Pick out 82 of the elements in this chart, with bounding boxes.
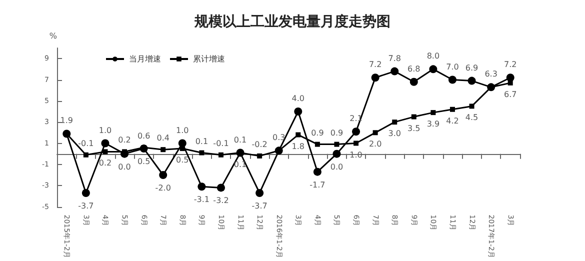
legend-label: 当月增速 xyxy=(129,54,161,64)
data-label: -3.2 xyxy=(213,196,229,206)
point xyxy=(257,153,262,158)
data-label: 6.7 xyxy=(504,90,517,99)
point xyxy=(390,67,399,76)
data-label: 1.0 xyxy=(98,126,112,135)
point xyxy=(508,80,513,86)
point xyxy=(256,188,264,197)
data-label: 0.4 xyxy=(156,134,170,143)
data-label: 0.9 xyxy=(330,128,344,138)
point xyxy=(101,139,110,148)
point xyxy=(314,142,320,147)
point xyxy=(469,104,474,109)
data-label: 7.2 xyxy=(368,60,382,70)
data-label: 7.8 xyxy=(388,54,401,63)
data-label: 0.2 xyxy=(98,158,112,168)
data-label: -1.7 xyxy=(310,180,326,190)
data-label: 0.5 xyxy=(137,157,150,166)
data-label: -3.7 xyxy=(78,201,94,210)
point xyxy=(160,147,166,152)
point xyxy=(313,168,322,176)
legend-label: 累计增速 xyxy=(193,54,225,64)
point xyxy=(332,150,341,158)
data-label: 0.0 xyxy=(118,162,131,172)
point xyxy=(372,130,378,136)
point xyxy=(82,188,90,197)
chart-title: 规模以上工业发电量月度走势图 xyxy=(194,13,390,30)
point xyxy=(371,74,380,82)
data-label: 0.1 xyxy=(234,135,247,144)
data-label: -2.0 xyxy=(155,184,171,192)
data-label: 0.9 xyxy=(311,128,324,138)
point xyxy=(411,114,416,120)
data-label: 7.2 xyxy=(504,60,517,70)
data-label: 7.0 xyxy=(446,62,459,72)
data-label: -3.1 xyxy=(194,195,210,204)
point xyxy=(218,152,224,158)
data-label: 0.0 xyxy=(330,162,344,172)
data-label: 3.0 xyxy=(388,129,401,138)
data-label: -0.1 xyxy=(78,138,94,148)
data-label: 0.2 xyxy=(118,136,131,145)
data-label: 1.0 xyxy=(176,126,189,135)
data-label: 6.8 xyxy=(408,64,420,74)
data-label: 8.0 xyxy=(426,52,440,61)
point xyxy=(216,184,225,192)
data-label: 0.5 xyxy=(176,156,189,165)
data-label: 0.1 xyxy=(234,160,247,169)
data-label: 4.5 xyxy=(465,113,478,122)
data-label: -3.7 xyxy=(252,201,268,210)
data-label: 6.9 xyxy=(465,63,478,72)
data-label: 4.2 xyxy=(446,116,459,126)
data-label: 1.8 xyxy=(292,142,305,151)
y-axis-title: % xyxy=(49,32,58,40)
point xyxy=(334,142,340,147)
data-label: -0.2 xyxy=(252,140,268,149)
point xyxy=(392,120,398,125)
point xyxy=(430,110,436,116)
point xyxy=(296,132,301,138)
point xyxy=(199,150,204,156)
point xyxy=(294,108,302,116)
data-label: 4.0 xyxy=(292,94,305,103)
point xyxy=(450,106,455,112)
data-label: 0.3 xyxy=(272,133,286,142)
data-label: 3.5 xyxy=(408,124,420,133)
data-label: 6.3 xyxy=(484,70,498,79)
data-label: 0.1 xyxy=(195,136,208,146)
point xyxy=(352,128,360,136)
point xyxy=(198,182,206,191)
data-label: 2.0 xyxy=(368,140,382,149)
point xyxy=(429,65,438,74)
point xyxy=(102,149,108,154)
data-label: -0.1 xyxy=(213,138,229,148)
point xyxy=(83,152,88,158)
data-label: 0.6 xyxy=(137,131,150,140)
point xyxy=(180,146,185,152)
point xyxy=(354,140,359,146)
point xyxy=(448,76,456,84)
point xyxy=(410,78,418,86)
point xyxy=(159,171,168,179)
point xyxy=(506,74,514,82)
data-label: 1.9 xyxy=(60,116,74,126)
data-label: 3.9 xyxy=(426,120,440,129)
point xyxy=(468,76,476,85)
